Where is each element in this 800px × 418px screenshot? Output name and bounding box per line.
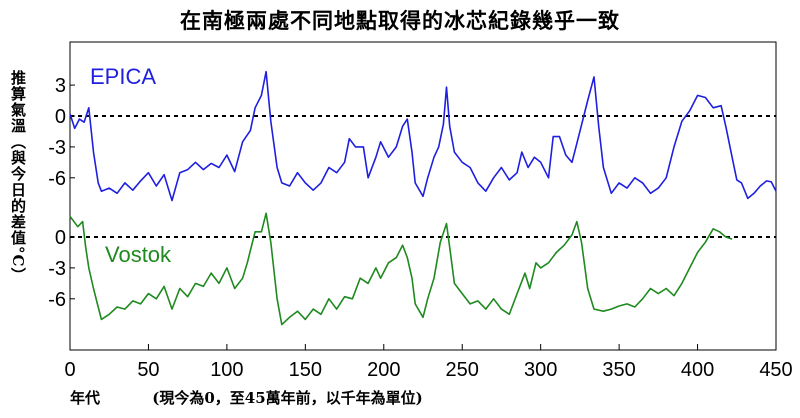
axis-layer: 0 50 100 150 200 250 300 350 400 450 3 0 -3 -6 0 -3 -6 xyxy=(48,75,792,381)
series-layer: EPICA Vostok xyxy=(69,64,777,326)
y-tick-label: -3 xyxy=(48,137,66,159)
x-tick-label: 350 xyxy=(602,359,635,381)
y-tick-label: 0 xyxy=(55,106,66,128)
y-tick-label: -6 xyxy=(48,168,66,190)
x-tick-label: 400 xyxy=(681,359,714,381)
plot-frame xyxy=(69,41,777,351)
x-tick-label: 150 xyxy=(289,359,322,381)
series-line-epica xyxy=(69,70,777,202)
x-tick-label: 50 xyxy=(137,359,159,381)
x-tick-label: 0 xyxy=(64,359,75,381)
x-axis-label-note: (現今為0，至45萬年前，以千年為單位) xyxy=(152,389,423,407)
y-tick-label: -3 xyxy=(48,258,66,280)
y-tick-label: 3 xyxy=(55,75,66,97)
series-label-epica: EPICA xyxy=(90,64,156,89)
x-axis-label-main: 年代 xyxy=(70,389,101,407)
series-label-vostok: Vostok xyxy=(105,242,172,267)
x-tick-label: 450 xyxy=(759,359,792,381)
x-axis-label: 年代 (現今為0，至45萬年前，以千年為單位) xyxy=(70,387,423,408)
y-axis-label: 推算氣溫（與今日的差值°C） xyxy=(9,70,27,284)
series-line-vostok xyxy=(69,212,733,326)
x-tick-label: 100 xyxy=(210,359,243,381)
x-tick-label: 300 xyxy=(524,359,557,381)
y-tick-label: -6 xyxy=(48,289,66,311)
x-tick-label: 200 xyxy=(367,359,400,381)
x-tick-label: 250 xyxy=(446,359,479,381)
chart-title: 在南極兩處不同地點取得的冰芯紀錄幾乎一致 xyxy=(180,8,620,33)
y-tick-label: 0 xyxy=(55,227,66,249)
